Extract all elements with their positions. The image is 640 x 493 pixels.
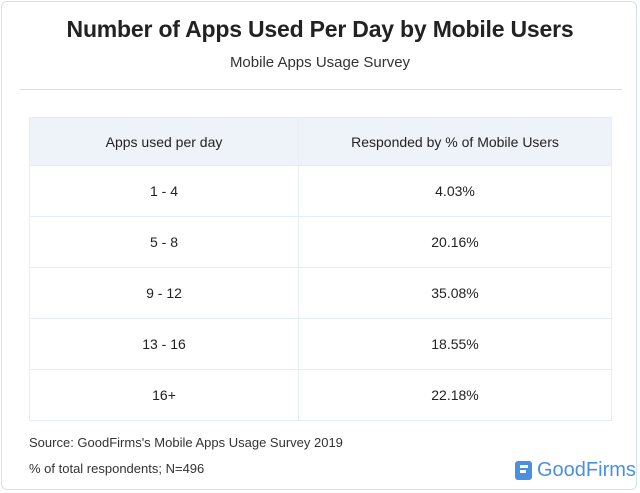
divider bbox=[20, 89, 622, 90]
source-note: Source: GoodFirms's Mobile Apps Usage Su… bbox=[29, 435, 343, 450]
cell-apps: 5 - 8 bbox=[29, 216, 299, 268]
cell-percent: 4.03% bbox=[298, 165, 612, 217]
cell-percent: 35.08% bbox=[298, 267, 612, 319]
cell-apps: 1 - 4 bbox=[29, 165, 299, 217]
table-row: 13 - 16 18.55% bbox=[29, 318, 612, 370]
table-row: 1 - 4 4.03% bbox=[29, 165, 612, 217]
table-row: 5 - 8 20.16% bbox=[29, 216, 612, 268]
column-header: Responded by % of Mobile Users bbox=[298, 117, 612, 166]
goodfirms-logo: GoodFirms bbox=[515, 459, 636, 482]
table-row: 16+ 22.18% bbox=[29, 369, 612, 421]
cell-percent: 18.55% bbox=[298, 318, 612, 370]
respondents-note: % of total respondents; N=496 bbox=[29, 461, 205, 476]
table-header-row: Apps used per day Responded by % of Mobi… bbox=[29, 117, 612, 166]
column-header: Apps used per day bbox=[29, 117, 299, 166]
cell-percent: 22.18% bbox=[298, 369, 612, 421]
cell-apps: 13 - 16 bbox=[29, 318, 299, 370]
cell-apps: 16+ bbox=[29, 369, 299, 421]
goodfirms-logo-icon bbox=[515, 461, 532, 480]
cell-percent: 20.16% bbox=[298, 216, 612, 268]
table-row: 9 - 12 35.08% bbox=[29, 267, 612, 319]
logo-text: GoodFirms bbox=[537, 459, 636, 481]
page-title: Number of Apps Used Per Day by Mobile Us… bbox=[66, 16, 574, 42]
page-subtitle: Mobile Apps Usage Survey bbox=[229, 54, 411, 71]
cell-apps: 9 - 12 bbox=[29, 267, 299, 319]
data-table: Apps used per day Responded by % of Mobi… bbox=[29, 117, 612, 421]
